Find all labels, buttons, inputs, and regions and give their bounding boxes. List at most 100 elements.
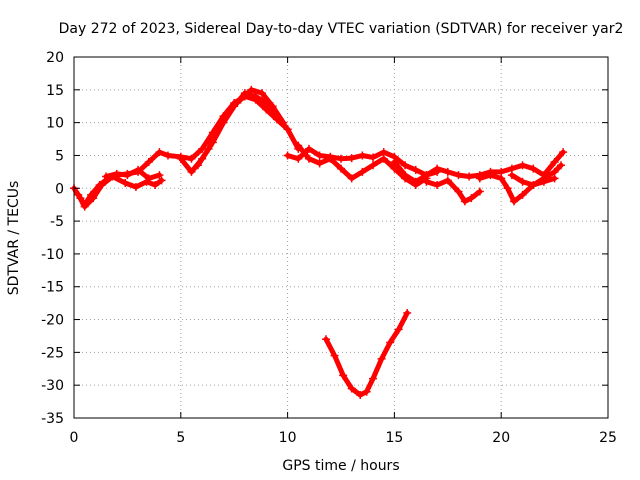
data-point [294, 141, 303, 150]
data-point [89, 194, 98, 203]
data-point [315, 159, 324, 168]
y-tick-label: -25 [41, 345, 64, 361]
data-point [369, 161, 378, 170]
data-point [151, 180, 160, 189]
data-point [539, 177, 548, 186]
y-tick-label: 20 [46, 50, 64, 66]
y-tick-label: -15 [41, 280, 64, 296]
data-point [187, 167, 196, 176]
data-point [304, 144, 313, 153]
data-point [268, 102, 277, 111]
data-point [559, 148, 568, 157]
data-point [403, 308, 412, 317]
y-tick-label: -5 [50, 214, 64, 230]
data-point [157, 176, 166, 185]
data-point [518, 190, 527, 199]
data-point [529, 180, 538, 189]
data-point [394, 325, 403, 334]
data-point [362, 387, 371, 396]
x-tick-label: 5 [176, 430, 185, 446]
chart-title: Day 272 of 2023, Sidereal Day-to-day VTE… [59, 21, 624, 37]
data-point [187, 154, 196, 163]
data-point [510, 197, 519, 206]
data-point [518, 161, 527, 170]
data-point [557, 161, 566, 170]
x-tick-label: 25 [599, 430, 617, 446]
data-point [518, 177, 527, 186]
data-point [503, 184, 512, 193]
data-point [155, 171, 164, 180]
data-point [339, 371, 348, 380]
data-point [454, 171, 463, 180]
data-point [97, 180, 106, 189]
x-tick-label: 10 [279, 430, 297, 446]
data-point [529, 164, 538, 173]
data-point [401, 161, 410, 170]
data-point [131, 182, 140, 191]
data-point [204, 144, 213, 153]
data-series [70, 85, 568, 400]
data-point [294, 154, 303, 163]
data-point [411, 177, 420, 186]
data-point [443, 167, 452, 176]
data-point [322, 335, 331, 344]
data-point [358, 167, 367, 176]
data-point [401, 171, 410, 180]
data-point [134, 165, 143, 174]
axis-ticks: 0 5 10 15 20 25 -35 -30 -25 -20 -15 -10 -5 0 5 10 15 20 [41, 50, 617, 446]
data-point [304, 154, 313, 163]
data-point [369, 374, 378, 383]
x-tick-label: 20 [492, 430, 510, 446]
data-point [123, 171, 132, 180]
data-point [497, 174, 506, 183]
data-point [163, 151, 172, 160]
y-tick-label: -10 [41, 247, 64, 263]
y-tick-label: 15 [46, 83, 64, 99]
data-point [550, 158, 559, 167]
data-point [315, 151, 324, 160]
data-point [460, 197, 469, 206]
data-point [176, 154, 185, 163]
data-point [465, 172, 474, 181]
y-tick-label: -20 [41, 313, 64, 329]
data-point [257, 89, 266, 98]
y-tick-label: -35 [41, 411, 64, 427]
data-point [337, 154, 345, 163]
data-point [411, 165, 420, 174]
data-point [550, 174, 559, 183]
data-point [369, 153, 378, 162]
x-tick-label: 15 [385, 430, 403, 446]
data-point [347, 154, 356, 163]
data-point [102, 172, 111, 181]
y-tick-label: -30 [41, 378, 64, 394]
data-point [467, 194, 476, 203]
data-point [433, 180, 442, 189]
data-point [347, 174, 356, 183]
data-point [326, 154, 335, 163]
y-tick-label: 5 [55, 148, 64, 164]
series-trace-arc-j [477, 162, 564, 204]
data-point [422, 177, 431, 186]
data-point [215, 121, 224, 130]
data-point [283, 151, 292, 160]
data-point [144, 174, 153, 183]
data-point [358, 151, 367, 160]
data-point [347, 384, 356, 393]
data-point [283, 125, 292, 134]
data-point [486, 171, 495, 180]
data-point [507, 171, 516, 180]
y-tick-label: 0 [55, 181, 64, 197]
data-point [356, 391, 365, 400]
data-point [236, 95, 245, 104]
data-point [121, 179, 130, 188]
data-point [155, 148, 164, 157]
data-point [433, 164, 442, 173]
x-tick-label: 0 [70, 430, 79, 446]
y-tick-label: 10 [46, 116, 64, 132]
data-point [475, 187, 484, 196]
data-point [144, 158, 153, 167]
data-point [112, 169, 121, 178]
data-point [247, 85, 256, 94]
